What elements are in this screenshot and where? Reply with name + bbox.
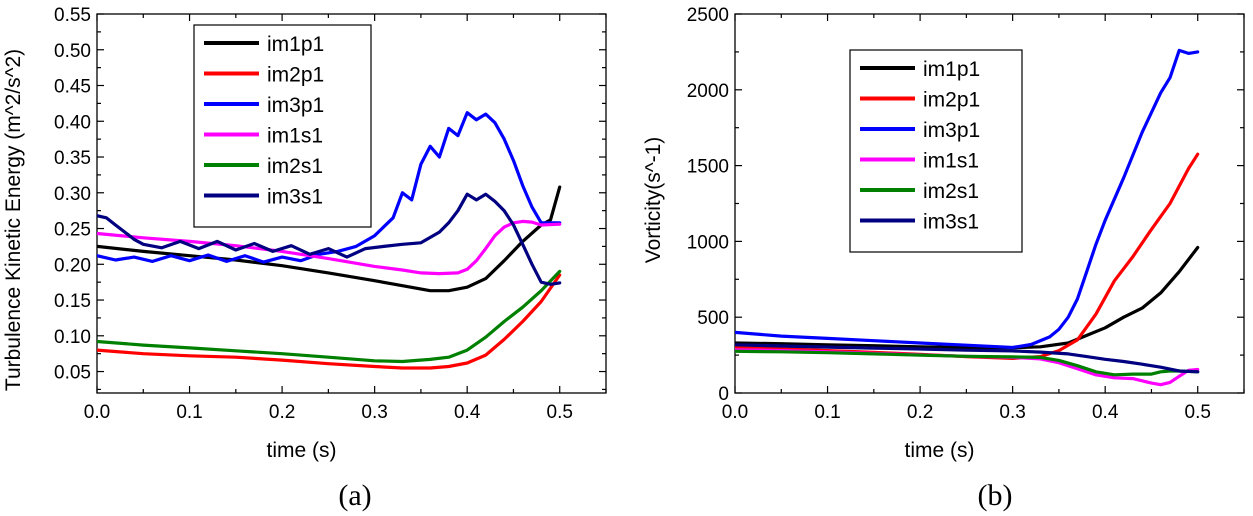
y-tick-label: 0.15 bbox=[54, 291, 91, 312]
series-line-im2s1 bbox=[97, 269, 562, 364]
series-line-im1s1 bbox=[97, 219, 562, 276]
series-line-im3s1 bbox=[735, 343, 1200, 374]
legend-label-im2p1: im2p1 bbox=[267, 64, 324, 87]
x-tick-label: 0.1 bbox=[814, 402, 840, 423]
legend-label-im1p1: im1p1 bbox=[267, 33, 324, 56]
legend-label-im3s1: im3s1 bbox=[923, 211, 979, 234]
panel-label: (b) bbox=[978, 479, 1013, 512]
x-tick-label: 0.0 bbox=[84, 402, 110, 423]
legend-box bbox=[193, 24, 372, 228]
panel-label: (a) bbox=[338, 479, 371, 512]
x-tick-label: 0.3 bbox=[361, 402, 387, 423]
y-tick-label: 0.35 bbox=[54, 148, 91, 169]
y-tick-label: 0.20 bbox=[54, 255, 91, 276]
y-tick-label: 2500 bbox=[687, 5, 729, 26]
legend-label-im3p1: im3p1 bbox=[923, 119, 980, 142]
y-tick-label: 1500 bbox=[687, 157, 729, 178]
series-line-im1p1 bbox=[735, 245, 1200, 350]
legend-label-im2s1: im2s1 bbox=[923, 180, 979, 203]
x-tick-label: 0.5 bbox=[1185, 402, 1211, 423]
chart-a: 0.0 0.1 0.2 0.3 0.4 0.5 0.05 0.10 0.15 0.20 0.25 0.… bbox=[2, 5, 607, 512]
y-tick-label: 0.30 bbox=[54, 184, 91, 205]
y-tick-label: 0.55 bbox=[54, 5, 91, 26]
legend-label-im3p1: im3p1 bbox=[267, 94, 324, 117]
series-line-im3p1 bbox=[735, 48, 1200, 350]
y-tick-label: 0.50 bbox=[54, 41, 91, 62]
x-tick-label: 0.3 bbox=[999, 402, 1025, 423]
y-axis-label: Vorticity(s^-1) bbox=[642, 137, 665, 264]
x-axis-label: time (s) bbox=[905, 439, 975, 462]
y-tick-label: 0 bbox=[718, 384, 729, 405]
legend-label-im1s1: im1s1 bbox=[923, 150, 979, 173]
legend-label-im1s1: im1s1 bbox=[267, 125, 323, 148]
x-tick-label: 0.4 bbox=[454, 402, 481, 423]
legend-box bbox=[849, 49, 1023, 253]
legend-label-im3s1: im3s1 bbox=[267, 186, 323, 209]
y-axis-label: Turbulence Kinetic Energy (m^2/s^2) bbox=[2, 49, 25, 391]
y-tick-label: 500 bbox=[697, 308, 729, 329]
x-tick-label: 0.2 bbox=[269, 402, 295, 423]
legend-label-im1p1: im1p1 bbox=[923, 58, 980, 81]
legend-label-im2s1: im2s1 bbox=[267, 155, 323, 178]
x-tick-label: 0.5 bbox=[547, 402, 573, 423]
y-tick-label: 0.10 bbox=[54, 327, 91, 348]
series-line-im3p1 bbox=[97, 111, 562, 264]
chart-b: 0.0 0.1 0.2 0.3 0.4 0.5 0 500 1000 1500 2000 2500 ti… bbox=[642, 5, 1245, 512]
y-tick-label: 1000 bbox=[687, 232, 729, 253]
x-tick-label: 0.1 bbox=[176, 402, 202, 423]
y-tick-label: 0.40 bbox=[54, 112, 91, 133]
series-line-im3s1 bbox=[97, 192, 562, 286]
plot-frame bbox=[96, 13, 607, 394]
x-tick-label: 0.2 bbox=[907, 402, 933, 423]
y-tick-label: 2000 bbox=[687, 81, 729, 102]
x-tick-label: 0.0 bbox=[722, 402, 748, 423]
y-tick-label: 0.25 bbox=[54, 220, 91, 241]
series-line-im2p1 bbox=[97, 273, 562, 370]
x-axis-label: time (s) bbox=[267, 439, 337, 462]
y-tick-label: 0.45 bbox=[54, 77, 91, 98]
series-line-im2s1 bbox=[735, 349, 1200, 377]
x-tick-label: 0.4 bbox=[1092, 402, 1119, 423]
y-tick-label: 0.05 bbox=[54, 363, 91, 384]
legend-label-im2p1: im2p1 bbox=[923, 89, 980, 112]
